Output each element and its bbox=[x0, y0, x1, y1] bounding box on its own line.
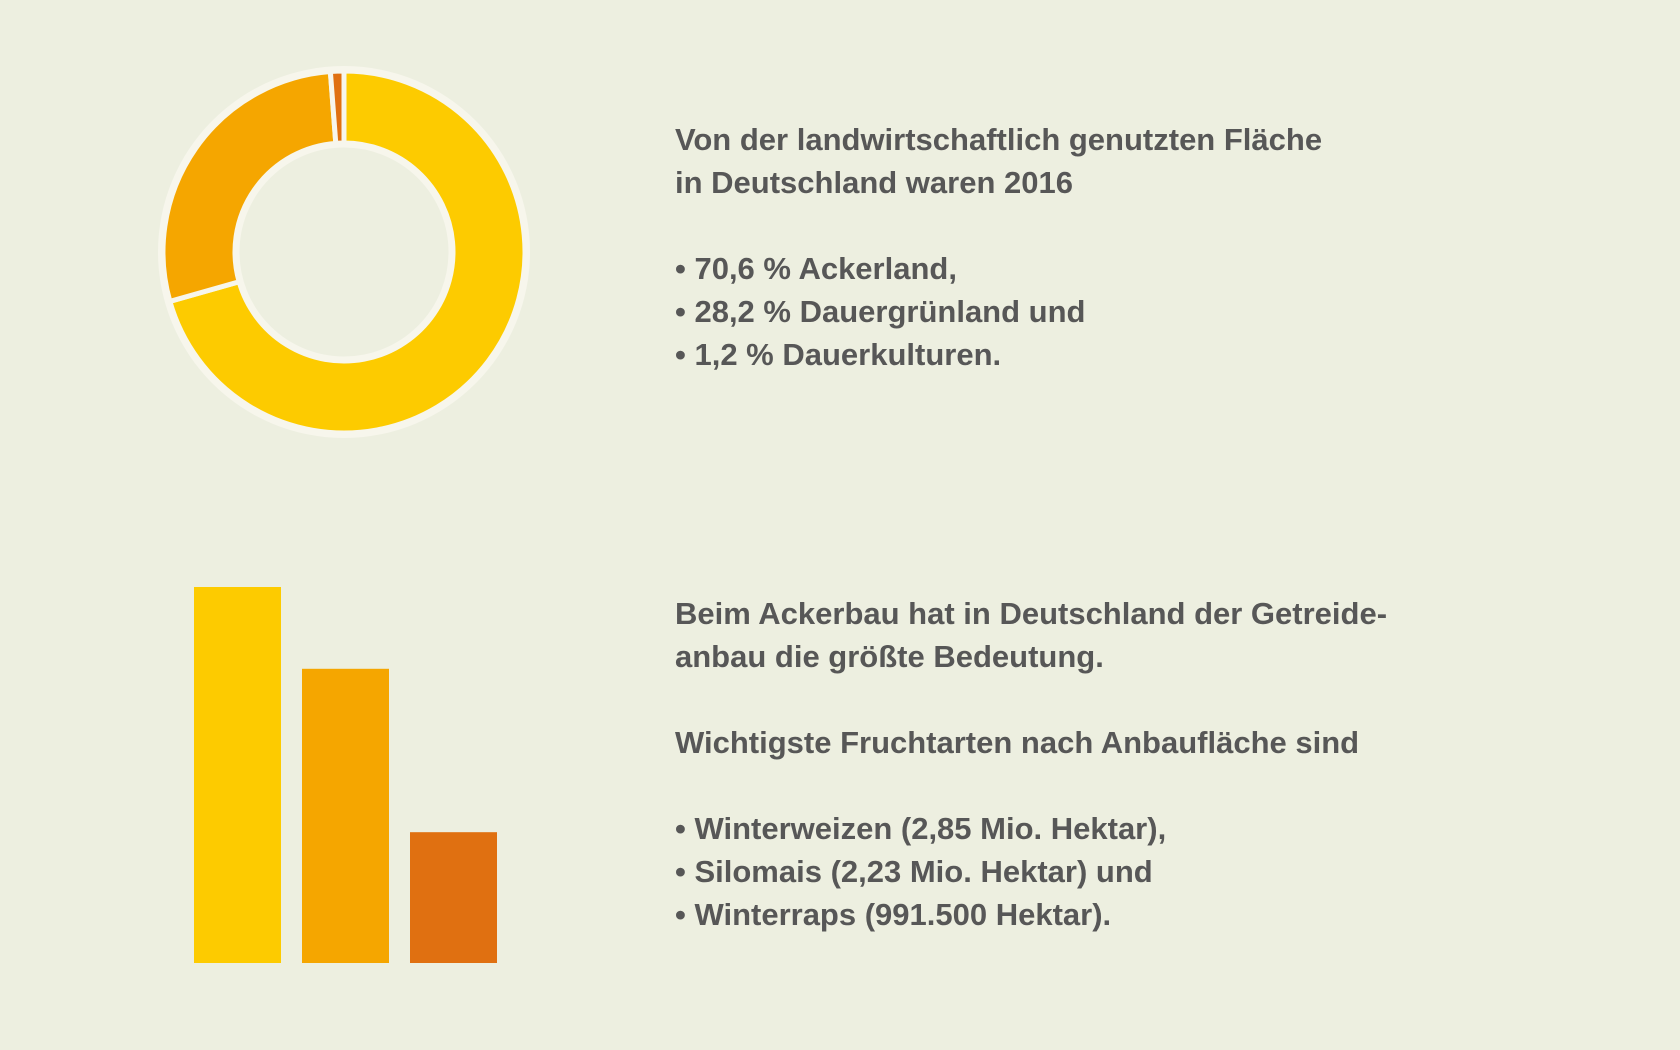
land-use-item-dauergruenland: • 28,2 % Dauergrünland und bbox=[675, 294, 1086, 329]
land-use-item-dauerkulturen: • 1,2 % Dauerkulturen. bbox=[675, 337, 1002, 372]
land-use-intro-line-1: Von der landwirtschaftlich genutzten Flä… bbox=[675, 122, 1323, 157]
land-use-text: Von der landwirtschaftlich genutzten Flä… bbox=[675, 118, 1322, 376]
crops-item-winterraps: • Winterraps (991.500 Hektar). bbox=[675, 897, 1112, 932]
crops-text: Beim Ackerbau hat in Deutschland der Get… bbox=[675, 592, 1387, 936]
donut-chart bbox=[158, 66, 530, 438]
bar-winterweizen bbox=[194, 587, 281, 963]
crops-item-silomais: • Silomais (2,23 Mio. Hektar) und bbox=[675, 854, 1153, 889]
bar-chart bbox=[194, 587, 497, 963]
crops-item-winterweizen: • Winterweizen (2,85 Mio. Hektar), bbox=[675, 811, 1167, 846]
bar-silomais bbox=[302, 668, 389, 963]
crops-intro-line-2: anbau die größte Bedeutung. bbox=[675, 639, 1104, 674]
land-use-item-ackerland: • 70,6 % Ackerland, bbox=[675, 251, 957, 286]
bar-winterraps bbox=[410, 832, 497, 963]
crops-subhead: Wichtigste Fruchtarten nach Anbaufläche … bbox=[675, 725, 1360, 760]
crops-intro-line-1: Beim Ackerbau hat in Deutschland der Get… bbox=[675, 596, 1388, 631]
donut-hole bbox=[234, 142, 454, 362]
land-use-intro-line-2: in Deutschland waren 2016 bbox=[675, 165, 1073, 200]
